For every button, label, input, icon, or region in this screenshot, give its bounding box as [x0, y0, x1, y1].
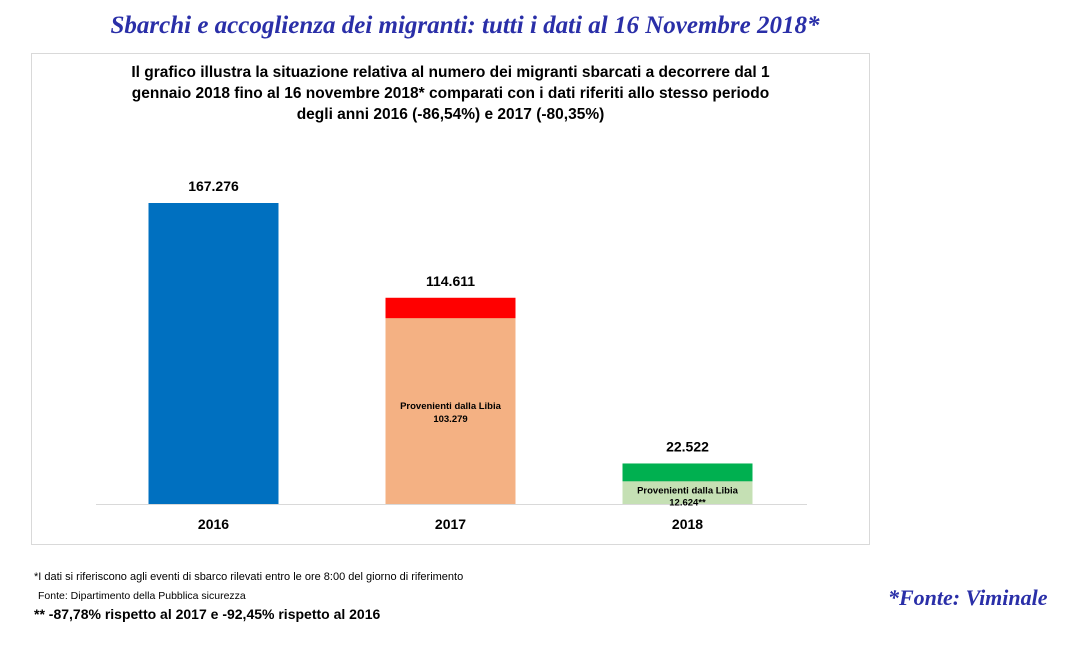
chart-title: Il grafico illustra la situazione relati… [31, 62, 870, 125]
page-title: Sbarchi e accoglienza dei migranti: tutt… [110, 12, 820, 39]
bar-libya-2018 [622, 481, 753, 504]
libya-value-2017: 103.279 [433, 414, 467, 425]
bar-2016 [148, 203, 279, 504]
value-label-2018: 22.522 [666, 438, 709, 454]
x-tick-label-2016: 2016 [198, 516, 229, 532]
chart-title-line-1: Il grafico illustra la situazione relati… [131, 64, 770, 81]
footnote-source: Fonte: Dipartimento della Pubblica sicur… [38, 590, 246, 602]
libya-label-2018: Provenienti dalla Libia [637, 485, 739, 496]
libya-value-2018: 12.624** [669, 497, 706, 508]
x-tick-label-2018: 2018 [672, 516, 703, 532]
x-tick-label-2017: 2017 [435, 516, 466, 532]
bar-libya-2017 [385, 318, 516, 504]
chart-title-line-2: gennaio 2018 fino al 16 novembre 2018* c… [131, 85, 770, 102]
chart-title-line-3: degli anni 2016 (-86,54%) e 2017 (-80,35… [296, 106, 605, 123]
value-label-2016: 167.276 [188, 178, 239, 194]
source-label: *Fonte: Viminale [888, 585, 1048, 610]
libya-label-2017: Provenienti dalla Libia [400, 401, 502, 412]
value-label-2017: 114.611 [426, 273, 475, 289]
footnote-data-timing: *I dati si riferiscono agli eventi di sb… [34, 571, 464, 583]
footnote-percent-change: ** -87,78% rispetto al 2017 e -92,45% ri… [34, 606, 381, 622]
